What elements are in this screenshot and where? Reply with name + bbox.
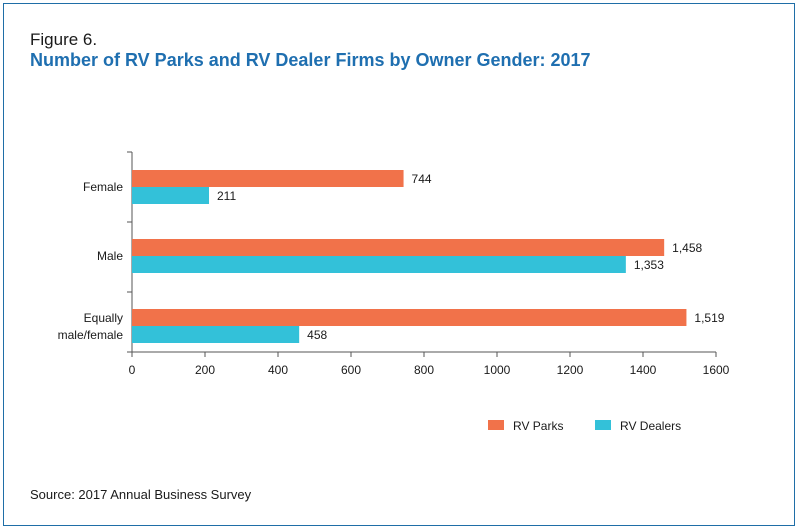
data-label: 1,353 (634, 258, 664, 272)
legend-swatch (488, 420, 504, 430)
x-tick-label: 800 (414, 363, 434, 377)
bar-rv-dealers (132, 187, 210, 204)
x-tick-label: 1000 (484, 363, 511, 377)
x-tick-label: 1400 (630, 363, 657, 377)
x-tick-label: 0 (129, 363, 136, 377)
category-label: Male (97, 249, 123, 263)
x-tick-label: 1200 (557, 363, 584, 377)
bar-rv-parks (132, 309, 687, 326)
source-note: Source: 2017 Annual Business Survey (30, 487, 252, 502)
legend-label: RV Dealers (620, 419, 681, 433)
figure-title: Number of RV Parks and RV Dealer Firms b… (30, 50, 591, 70)
legend-swatch (595, 420, 611, 430)
category-label: male/female (58, 328, 124, 342)
x-tick-label: 600 (341, 363, 361, 377)
category-label: Equally (84, 311, 123, 325)
x-tick-label: 1600 (703, 363, 730, 377)
bar-rv-parks (132, 170, 404, 187)
data-label: 211 (217, 189, 236, 203)
bar-rv-parks (132, 239, 665, 256)
x-tick-label: 400 (268, 363, 288, 377)
bar-rv-dealers (132, 326, 300, 343)
data-label: 458 (307, 328, 327, 342)
data-label: 1,458 (672, 241, 702, 255)
category-label: Female (83, 180, 123, 194)
data-label: 1,519 (694, 311, 724, 325)
bar-rv-dealers (132, 256, 626, 273)
data-label: 744 (412, 172, 432, 186)
x-tick-label: 200 (195, 363, 215, 377)
legend-label: RV Parks (513, 419, 563, 433)
figure-label: Figure 6. (30, 30, 98, 49)
